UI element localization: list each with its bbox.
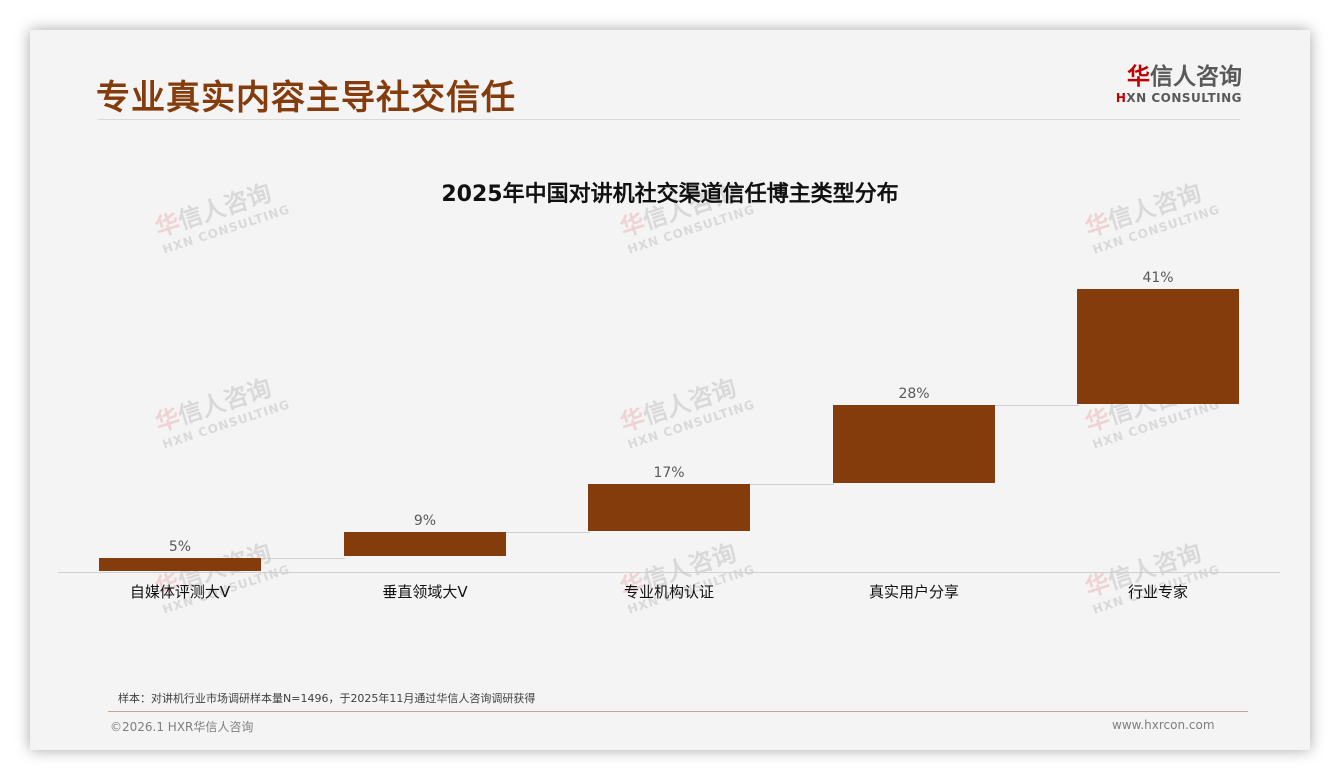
slide: 专业真实内容主导社交信任 华信人咨询 HXN CONSULTING 华信人咨询 H… [30, 30, 1310, 750]
bar-value-label: 28% [898, 386, 930, 402]
chart-title: 2025年中国对讲机社交渠道信任博主类型分布 [441, 182, 899, 207]
bar [99, 558, 261, 571]
brand-logo: 华信人咨询 HXN CONSULTING [1112, 63, 1242, 105]
logo-cn: 华信人咨询 [1112, 63, 1242, 91]
bar-value-label: 9% [413, 513, 437, 529]
category-label: 垂直领域大V [382, 583, 468, 601]
footer-divider [108, 711, 1248, 712]
website-link[interactable]: www.hxrcon.com [1112, 718, 1215, 732]
title-divider [98, 119, 1240, 120]
logo-en-red: H [1115, 91, 1127, 105]
bar-value-label: 41% [1142, 270, 1174, 286]
connector-line [506, 532, 590, 533]
logo-cn-rest: 信人咨询 [1150, 64, 1242, 90]
bar-value-label: 17% [653, 465, 685, 481]
sample-note: 样本：对讲机行业市场调研样本量N=1496，于2025年11月通过华信人咨询调研… [118, 692, 536, 705]
bar-value-label: 5% [168, 539, 192, 555]
connector-line [261, 558, 345, 559]
category-label: 专业机构认证 [623, 583, 714, 601]
logo-cn-red: 华 [1127, 64, 1150, 90]
logo-en-rest: XN CONSULTING [1126, 91, 1242, 105]
bar [588, 484, 750, 531]
category-label: 行业专家 [1127, 583, 1188, 601]
x-axis-line [58, 572, 1280, 573]
category-label: 真实用户分享 [868, 583, 959, 601]
bar [833, 405, 995, 483]
connector-line [995, 405, 1079, 406]
logo-en: HXN CONSULTING [1112, 91, 1242, 105]
bar [344, 532, 506, 556]
connector-line [750, 484, 834, 485]
bar [1077, 289, 1239, 404]
category-label: 自媒体评测大V [129, 583, 231, 601]
copyright: ©2026.1 HXR华信人咨询 [110, 720, 254, 734]
page-title: 专业真实内容主导社交信任 [96, 78, 516, 118]
